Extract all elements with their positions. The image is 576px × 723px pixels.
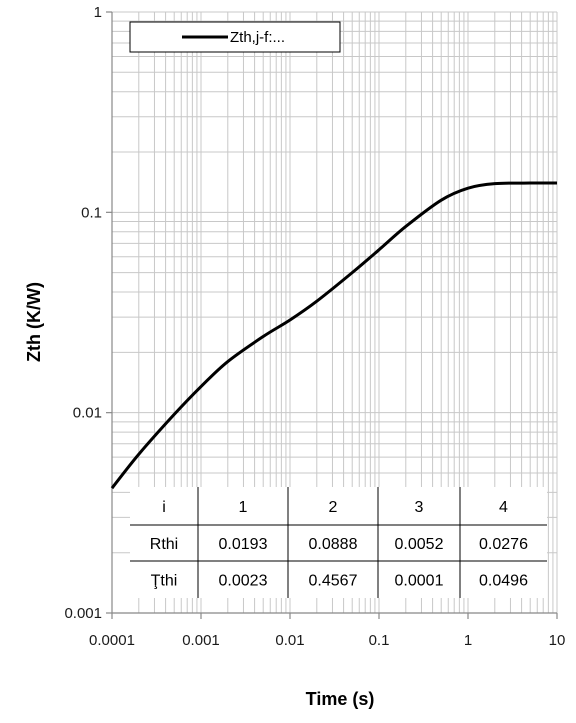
y-tick-label: 1 [94,4,102,21]
x-tick-labels: 0.0001 0.001 0.01 0.1 1 10 [89,632,565,649]
series-layer [110,181,558,490]
table-cell: 0.0052 [395,536,444,553]
table-cell: 0.0023 [219,573,268,590]
x-axis-title: Time (s) [306,689,375,709]
table-cell: 0.0193 [219,536,268,553]
y-axis-title: Zth (K/W) [24,282,44,362]
x-tick-label: 0.001 [182,632,220,649]
table-cell: 0.0276 [479,536,528,553]
table-background [130,487,547,598]
table-header-cell: 4 [499,499,508,516]
table-cell: 0.4567 [309,573,358,590]
x-tick-label: 1 [464,632,472,649]
y-tick-label: 0.01 [73,405,102,422]
legend: Zth,j-f:... [129,21,341,53]
table-cell: 0.0001 [395,573,444,590]
y-tick-labels: 0.001 0.01 0.1 1 [64,4,102,622]
x-tick-label: 10 [549,632,566,649]
axes [106,11,558,619]
table-cell: 0.0888 [309,536,358,553]
x-tick-label: 0.0001 [89,632,135,649]
table-cell: Ţthi [151,573,178,590]
x-tick-label: 0.1 [369,632,390,649]
x-tick-label: 0.01 [275,632,304,649]
series-line [110,181,558,490]
legend-label: Zth,j-f:... [230,29,285,46]
table-cell: 0.0496 [479,573,528,590]
y-tick-label: 0.1 [81,204,102,221]
rth-tau-table: i 1 2 3 4 Rthi 0.0193 0.0888 0.0052 0.0276 Ţthi 0.0… [130,487,547,598]
table-cell: Rthi [150,536,178,553]
table-header-cell: i [162,499,166,516]
table-header-cell: 3 [415,499,424,516]
table-header-cell: 1 [239,499,248,516]
y-tick-label: 0.001 [64,605,102,622]
table-header-cell: 2 [329,499,338,516]
legend-box [129,21,341,53]
